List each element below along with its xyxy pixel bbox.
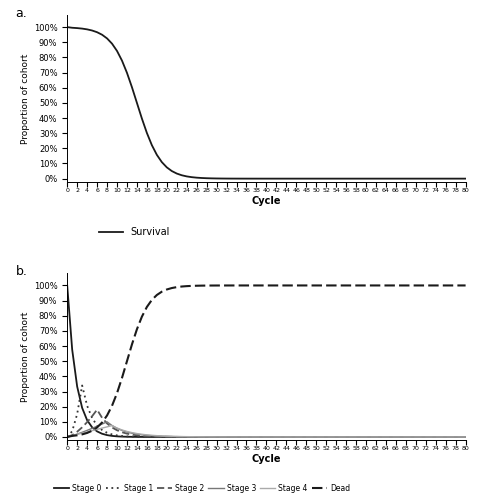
Text: b.: b. [15,265,27,278]
Legend: Survival: Survival [95,223,174,241]
X-axis label: Cycle: Cycle [252,196,281,205]
X-axis label: Cycle: Cycle [252,454,281,464]
Text: a.: a. [15,6,27,20]
Legend: Stage 0, Stage 1, Stage 2, Stage 3, Stage 4, Dead: Stage 0, Stage 1, Stage 2, Stage 3, Stag… [51,480,353,496]
Y-axis label: Proportion of cohort: Proportion of cohort [21,53,30,144]
Y-axis label: Proportion of cohort: Proportion of cohort [21,312,30,402]
